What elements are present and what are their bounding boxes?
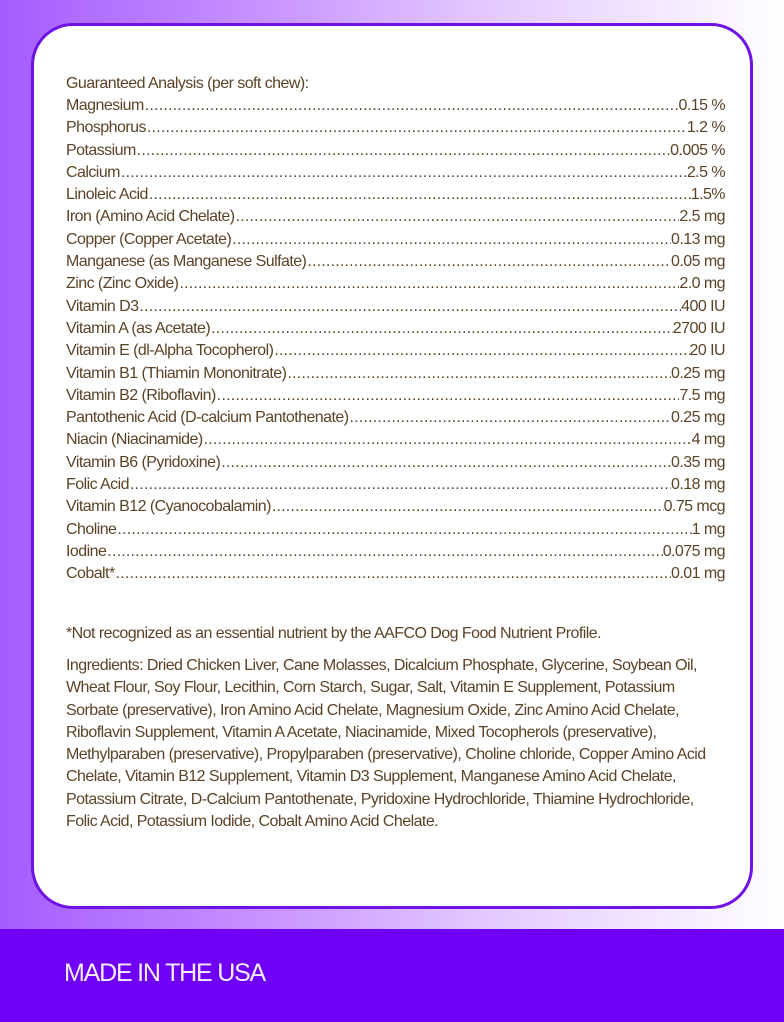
nutrient-name: Folic Acid: [66, 476, 130, 494]
dot-leader: [273, 340, 689, 362]
dot-leader: [116, 519, 691, 541]
nutrient-value: 0.25 mg: [671, 409, 726, 427]
dot-leader: [210, 318, 673, 340]
nutrient-row: Iodine 0.075 mg: [66, 541, 726, 563]
nutrient-value: 0.35 mg: [671, 453, 726, 471]
nutrient-row: Vitamin A (as Acetate) 2700 IU: [66, 318, 726, 340]
dot-leader: [138, 296, 681, 318]
analysis-table: Magnesium 0.15 % Phosphorus 1.2 % Potassium 0…: [66, 95, 726, 586]
nutrient-value: 20 IU: [689, 342, 726, 360]
dot-leader: [146, 117, 687, 139]
label-card: Guaranteed Analysis (per soft chew): Mag…: [31, 23, 753, 909]
nutrient-name: Iron (Amino Acid Chelate): [66, 208, 235, 226]
nutrient-value: 1.5%: [690, 186, 726, 204]
nutrient-name: Vitamin D3: [66, 297, 139, 315]
nutrient-value: 0.75 mcg: [663, 498, 726, 516]
nutrient-row: Zinc (Zinc Oxide) 2.0 mg: [66, 273, 726, 295]
nutrient-row: Vitamin D3 400 IU: [66, 296, 726, 318]
nutrient-value: 1 mg: [691, 520, 726, 538]
nutrient-row: Pantothenic Acid (D-calcium Pantothenate…: [66, 407, 726, 429]
dot-leader: [220, 452, 671, 474]
nutrient-row: Magnesium 0.15 %: [66, 95, 726, 117]
nutrient-row: Vitamin B12 (Cyanocobalamin) 0.75 mcg: [66, 496, 726, 518]
dot-leader: [231, 229, 671, 251]
nutrient-value: 0.005 %: [670, 141, 725, 159]
nutrient-row: Choline 1 mg: [66, 519, 726, 541]
nutrient-value: 0.15 %: [678, 97, 725, 114]
nutrient-name: Calcium: [66, 163, 121, 181]
dot-leader: [306, 251, 671, 273]
nutrient-row: Cobalt* 0.01 mg: [66, 563, 726, 585]
nutrient-name: Cobalt*: [66, 565, 115, 583]
nutrient-name: Pantothenic Acid (D-calcium Pantothenate…: [66, 409, 349, 427]
dot-leader: [120, 162, 687, 184]
nutrient-row: Niacin (Niacinamide) 4 mg: [66, 429, 726, 451]
nutrient-row: Phosphorus 1.2 %: [66, 117, 726, 139]
nutrient-value: 0.25 mg: [671, 364, 726, 382]
dot-leader: [136, 140, 670, 162]
nutrient-value: 2.5 mg: [679, 208, 725, 226]
dot-leader: [349, 407, 672, 429]
nutrient-row: Vitamin E (dl-Alpha Tocopherol) 20 IU: [66, 340, 726, 362]
nutrient-row: Copper (Copper Acetate) 0.13 mg: [66, 229, 726, 251]
nutrient-name: Vitamin E (dl-Alpha Tocopherol): [66, 342, 274, 360]
dot-leader: [271, 496, 664, 518]
nutrient-name: Copper (Copper Acetate): [66, 230, 232, 248]
nutrient-row: Vitamin B6 (Pyridoxine) 0.35 mg: [66, 452, 726, 474]
nutrient-value: 0.01 mg: [671, 565, 726, 583]
nutrient-name: Vitamin B6 (Pyridoxine): [66, 453, 221, 471]
nutrient-row: Linoleic Acid 1.5%: [66, 184, 726, 206]
dot-leader: [144, 95, 679, 117]
nutrient-row: Calcium 2.5 %: [66, 162, 726, 184]
analysis-heading: Guaranteed Analysis (per soft chew):: [66, 75, 309, 92]
nutrient-value: 0.18 mg: [671, 476, 726, 494]
nutrient-row: Iron (Amino Acid Chelate) 2.5 mg: [66, 206, 726, 228]
nutrient-name: Vitamin A (as Acetate): [66, 319, 211, 337]
nutrient-name: Niacin (Niacinamide): [66, 431, 203, 449]
nutrient-value: 1.2 %: [686, 119, 726, 137]
dot-leader: [106, 541, 662, 563]
nutrient-value: 2.5 %: [686, 163, 726, 181]
made-in-usa-label: MADE IN THE USA: [64, 959, 266, 987]
dot-leader: [286, 363, 671, 385]
dot-leader: [216, 385, 680, 407]
dot-leader: [148, 184, 691, 206]
footer-band: MADE IN THE USA: [0, 929, 784, 1022]
dot-leader: [115, 563, 671, 585]
nutrient-name: Choline: [66, 520, 117, 538]
nutrient-row: Vitamin B2 (Riboflavin) 7.5 mg: [66, 385, 726, 407]
footnote: *Not recognized as an essential nutrient…: [66, 625, 602, 642]
nutrient-name: Iodine: [66, 542, 107, 560]
nutrient-name: Vitamin B12 (Cyanocobalamin): [66, 498, 271, 516]
nutrient-row: Manganese (as Manganese Sulfate) 0.05 mg: [66, 251, 726, 273]
nutrient-name: Phosphorus: [66, 119, 146, 137]
dot-leader: [203, 429, 692, 451]
nutrient-value: 2.0 mg: [679, 275, 725, 293]
nutrient-name: Vitamin B1 (Thiamin Mononitrate): [66, 364, 287, 382]
nutrient-name: Manganese (as Manganese Sulfate): [66, 253, 307, 271]
nutrient-value: 0.075 mg: [662, 542, 726, 560]
nutrient-value: 4 mg: [691, 431, 726, 449]
nutrient-value: 0.13 mg: [671, 230, 726, 248]
dot-leader: [129, 474, 671, 496]
nutrient-value: 7.5 mg: [679, 386, 725, 404]
nutrient-name: Linoleic Acid: [66, 186, 148, 204]
nutrient-row: Potassium 0.005 %: [66, 140, 726, 162]
nutrient-row: Vitamin B1 (Thiamin Mononitrate) 0.25 mg: [66, 363, 726, 385]
dot-leader: [235, 206, 680, 228]
ingredients-text: Ingredients: Dried Chicken Liver, Cane M…: [66, 657, 706, 831]
nutrient-name: Magnesium: [66, 97, 144, 114]
nutrient-value: 2700 IU: [672, 319, 726, 337]
nutrient-name: Vitamin B2 (Riboflavin): [66, 386, 216, 404]
nutrient-name: Zinc (Zinc Oxide): [66, 275, 179, 293]
nutrient-value: 0.05 mg: [671, 253, 726, 271]
nutrient-value: 400 IU: [681, 297, 725, 315]
nutrient-name: Potassium: [66, 141, 136, 159]
dot-leader: [178, 273, 679, 295]
nutrient-row: Folic Acid 0.18 mg: [66, 474, 726, 496]
